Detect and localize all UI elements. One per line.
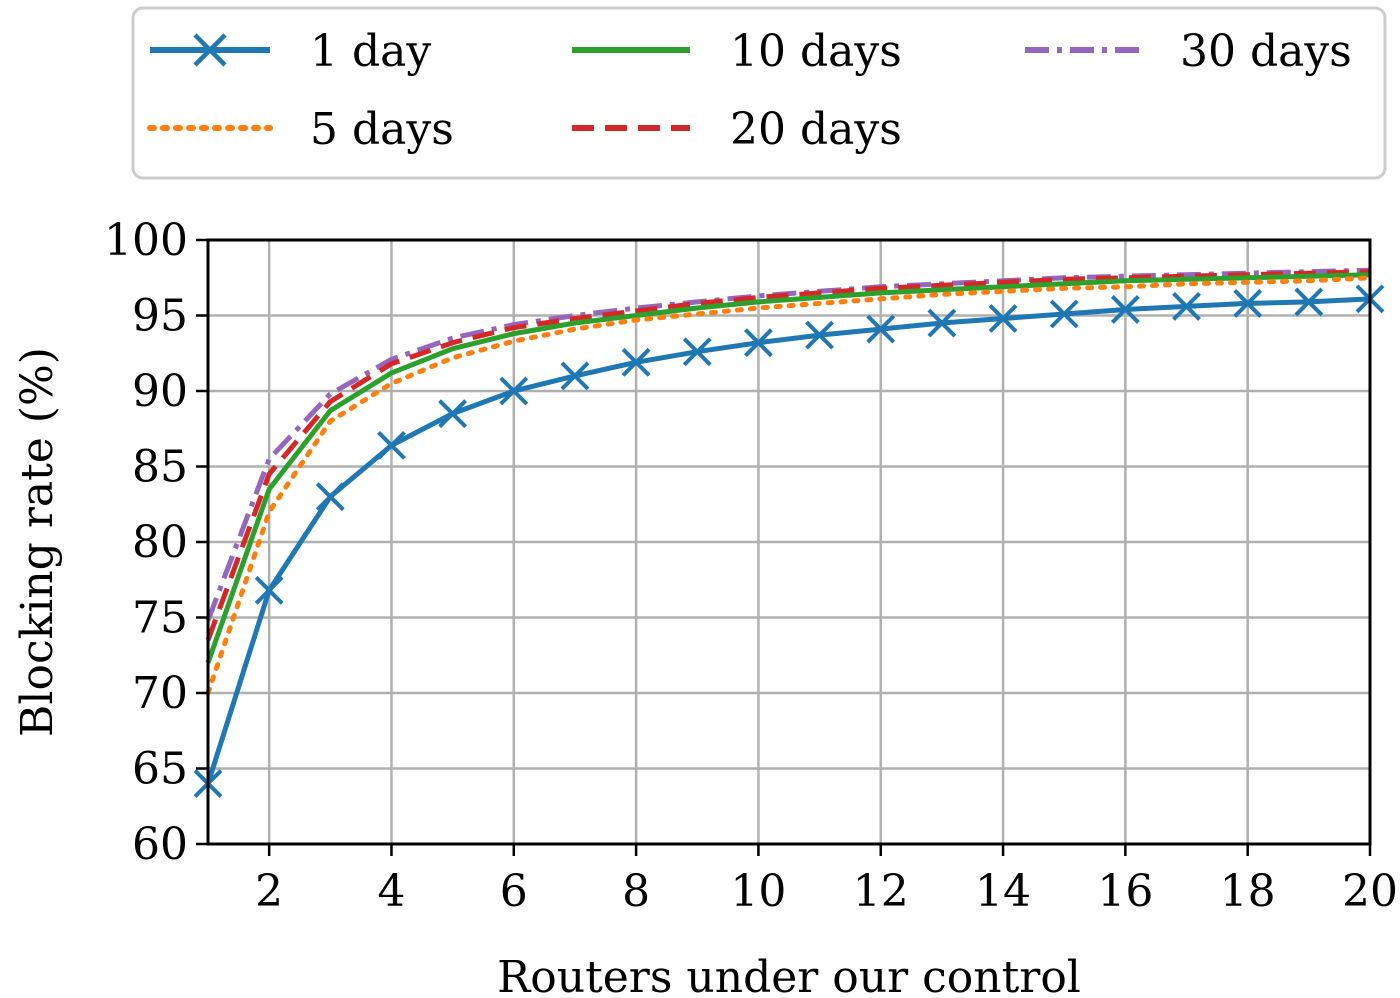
data-point-x-marker bbox=[1233, 289, 1263, 318]
series-line bbox=[205, 267, 1371, 622]
data-point-x-marker bbox=[621, 347, 651, 377]
data-point-x-marker bbox=[254, 575, 284, 605]
x-tick-label: 12 bbox=[853, 866, 909, 917]
y-tick-label: 100 bbox=[104, 215, 188, 266]
legend-x-marker bbox=[193, 33, 227, 67]
grid bbox=[208, 238, 1372, 846]
x-tick-label: 16 bbox=[1097, 866, 1153, 917]
data-point-x-marker bbox=[927, 308, 957, 338]
x-tick-label: 2 bbox=[255, 866, 283, 917]
x-tick-label: 18 bbox=[1220, 866, 1276, 917]
y-tick-label: 65 bbox=[132, 744, 188, 795]
x-tick-label: 10 bbox=[730, 866, 786, 917]
legend-label: 30 days bbox=[1180, 26, 1352, 77]
legend-label: 20 days bbox=[730, 104, 902, 155]
y-tick-label: 95 bbox=[132, 291, 188, 342]
data-point-x-marker bbox=[560, 361, 590, 391]
data-point-x-marker bbox=[1172, 292, 1201, 321]
data-point-x-marker bbox=[499, 376, 529, 406]
data-point-x-marker bbox=[1049, 299, 1079, 329]
x-tick-label: 4 bbox=[377, 866, 405, 917]
y-tick-label: 70 bbox=[132, 668, 188, 719]
y-axis-label: Blocking rate (%) bbox=[12, 347, 63, 737]
legend: 1 day 5 days 10 days 20 days 30 days bbox=[131, 6, 1387, 180]
series-line bbox=[205, 275, 1373, 696]
legend-label: 5 days bbox=[310, 104, 454, 155]
y-tick-label: 80 bbox=[132, 517, 188, 568]
data-point-x-marker bbox=[315, 482, 345, 512]
x-tick-label: 14 bbox=[975, 866, 1031, 917]
x-tick-label: 8 bbox=[622, 866, 650, 917]
legend-label: 1 day bbox=[310, 26, 431, 77]
data-point-x-marker bbox=[805, 320, 834, 350]
series-line bbox=[205, 269, 1371, 641]
series-line bbox=[205, 272, 1371, 664]
y-tick-label: 90 bbox=[132, 366, 188, 417]
y-tick-label: 60 bbox=[132, 819, 188, 870]
data-point-x-marker bbox=[988, 304, 1018, 333]
data-point-x-marker bbox=[744, 328, 773, 358]
data-point-x-marker bbox=[377, 430, 406, 460]
data-point-x-marker bbox=[682, 337, 712, 367]
data-point-x-marker bbox=[1294, 287, 1324, 317]
series-line bbox=[205, 296, 1371, 785]
series-layer bbox=[193, 267, 1385, 799]
data-point-x-marker bbox=[1110, 295, 1140, 324]
data-point-x-marker bbox=[438, 399, 468, 429]
data-point-x-marker bbox=[866, 314, 896, 344]
y-tick-label: 85 bbox=[132, 442, 188, 493]
x-tick-label: 20 bbox=[1342, 866, 1398, 917]
y-tick-label: 75 bbox=[132, 593, 188, 644]
legend-label: 10 days bbox=[730, 26, 902, 77]
x-tick-label: 6 bbox=[500, 866, 528, 917]
x-axis-label: Routers under our control bbox=[497, 952, 1081, 998]
ticks: 2 4 6 8 10 12 14 16 18 20 60 65 70 75 80 85 90 95 100 bbox=[104, 215, 1398, 917]
